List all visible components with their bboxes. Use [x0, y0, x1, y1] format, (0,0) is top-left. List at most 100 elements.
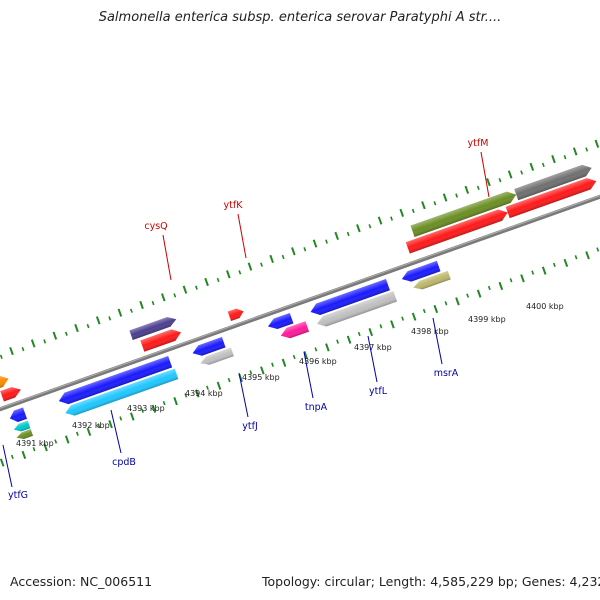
cysq-cds-feature[interactable] — [140, 327, 183, 352]
ytfm-cds-feature[interactable] — [405, 207, 510, 254]
red-cds-b-feature[interactable] — [505, 175, 599, 219]
ytfj-cog-feature[interactable] — [199, 347, 234, 368]
track-tick — [574, 255, 578, 260]
ytfl-cds-feature[interactable] — [309, 278, 390, 318]
topology-summary: Topology: circular; Length: 4,585,229 bp… — [262, 574, 600, 589]
track-tick — [173, 293, 177, 298]
track-tick — [455, 297, 460, 306]
track-tick — [551, 155, 556, 164]
track-tick — [238, 270, 242, 275]
msra-cog-feature[interactable] — [412, 270, 451, 292]
ytfl-cog-feature[interactable] — [315, 291, 398, 329]
track-tick — [247, 262, 253, 271]
track-tick — [32, 447, 36, 452]
scale-label: 4395 kbp — [242, 373, 280, 382]
gene-label-reverse[interactable]: ytfL — [369, 386, 388, 397]
msra-cds-feature[interactable] — [400, 260, 441, 284]
gene-label-reverse[interactable]: msrA — [434, 368, 459, 379]
orange-cds-feature[interactable] — [0, 373, 11, 391]
track-tick — [509, 278, 513, 283]
track-tick — [346, 335, 352, 344]
label-leader — [237, 213, 247, 259]
track-tick — [43, 339, 47, 344]
scale-label: 4391 kbp — [16, 439, 54, 448]
track-tick — [0, 354, 3, 359]
track-tick — [541, 162, 545, 167]
track-tick — [52, 331, 58, 340]
track-tick — [141, 408, 144, 413]
track-tick — [269, 254, 274, 264]
label-leader — [303, 351, 314, 399]
track-tick — [444, 301, 448, 306]
scale-label: 4397 kbp — [354, 343, 392, 352]
track-tick — [325, 239, 328, 244]
track-tick — [204, 277, 209, 287]
track-tick — [411, 208, 415, 214]
tnpa-cds-feature[interactable] — [266, 312, 294, 332]
track-tick — [572, 147, 578, 156]
label-leader — [367, 335, 378, 383]
track-tick — [30, 339, 36, 348]
track-tick — [334, 231, 339, 241]
ytfg-cog-feature[interactable] — [13, 420, 31, 434]
track-tick — [160, 293, 166, 302]
track-tick — [487, 285, 491, 291]
ytfk-cds-feature[interactable] — [227, 307, 245, 322]
track-tick — [226, 270, 231, 279]
gene-label-forward[interactable]: ytfM — [468, 138, 489, 149]
track-tick — [184, 393, 188, 398]
label-leader — [2, 444, 13, 488]
track-tick — [433, 201, 437, 206]
scale-label: 4394 kbp — [185, 389, 223, 398]
cysq-cog-feature[interactable] — [129, 315, 178, 340]
track-tick — [455, 193, 459, 198]
gene-label-reverse[interactable]: tnpA — [305, 402, 328, 413]
cpdb-cog-feature[interactable] — [63, 368, 179, 419]
track-tick — [442, 193, 448, 202]
track-tick — [151, 300, 155, 306]
track-tick — [379, 324, 383, 329]
scale-label: 4400 kbp — [526, 302, 564, 311]
grey-cog-feature[interactable] — [514, 162, 593, 201]
gene-label-reverse[interactable]: ytfG — [8, 490, 28, 501]
track-tick — [312, 239, 318, 248]
track-tick — [129, 412, 135, 421]
track-tick — [433, 304, 439, 314]
ytfm-cog-feature[interactable] — [410, 189, 519, 237]
label-leader — [238, 372, 249, 418]
track-tick — [173, 397, 178, 406]
backbone-highlight — [0, 181, 600, 417]
gene-label-reverse[interactable]: ytfJ — [242, 421, 258, 432]
track-tick — [563, 155, 567, 160]
track-tick — [401, 316, 405, 321]
ytfj-cds-feature[interactable] — [191, 337, 226, 358]
track-tick — [563, 258, 569, 268]
gene-label-reverse[interactable]: cpdB — [112, 457, 136, 468]
track-tick — [421, 201, 426, 210]
track-tick — [216, 381, 222, 390]
track-tick — [520, 274, 525, 283]
track-tick — [43, 443, 48, 452]
track-tick — [108, 316, 112, 321]
ytfg-cds-feature[interactable] — [8, 407, 27, 424]
track-tick — [292, 354, 296, 360]
red-cds-a-feature[interactable] — [0, 384, 23, 402]
track-tick — [357, 331, 361, 337]
gene-label-forward[interactable]: ytfK — [224, 200, 244, 211]
tnpa-cog-feature[interactable] — [279, 321, 310, 341]
track-tick — [596, 247, 600, 252]
track-tick — [390, 216, 393, 221]
track-tick — [291, 247, 296, 256]
track-tick — [64, 331, 68, 336]
track-tick — [271, 362, 274, 367]
label-leader — [432, 317, 443, 365]
track-tick — [464, 185, 470, 194]
label-leader — [110, 409, 122, 454]
gene-label-forward[interactable]: cysQ — [144, 221, 167, 232]
track-tick — [303, 350, 308, 360]
olive-cog-feature[interactable] — [16, 429, 33, 441]
track-tick — [498, 178, 502, 183]
cpdb-cds-feature[interactable] — [57, 356, 173, 407]
scale-label: 4398 kbp — [411, 327, 449, 336]
